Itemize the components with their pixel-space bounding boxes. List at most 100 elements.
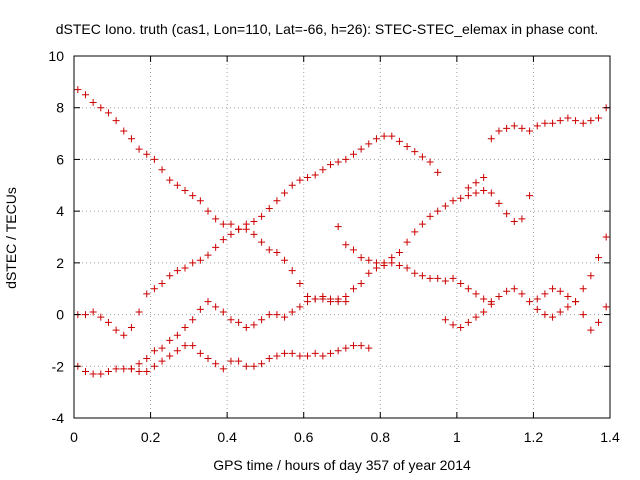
data-point: [357, 342, 365, 350]
data-point: [579, 119, 587, 127]
data-point: [281, 256, 289, 264]
series-5: [334, 104, 610, 267]
data-point: [395, 261, 403, 269]
data-point: [97, 104, 105, 112]
data-point: [235, 318, 243, 326]
data-point: [518, 215, 526, 223]
x-tick-label: 0: [70, 429, 78, 445]
data-point: [595, 254, 603, 262]
data-point: [556, 287, 564, 295]
data-point: [503, 287, 511, 295]
y-tick-label: -2: [52, 358, 65, 374]
data-point: [120, 331, 128, 339]
data-point: [334, 223, 342, 231]
data-point: [196, 197, 204, 205]
data-point: [158, 280, 166, 288]
x-tick-label: 1: [453, 429, 461, 445]
data-point: [327, 349, 335, 357]
data-point: [357, 145, 365, 153]
data-point: [212, 303, 220, 311]
data-point: [158, 357, 166, 365]
data-point: [219, 220, 227, 228]
data-point: [349, 285, 357, 293]
data-point: [365, 344, 373, 352]
data-point: [250, 217, 258, 225]
data-point: [503, 124, 511, 132]
data-point: [480, 295, 488, 303]
data-point: [441, 202, 449, 210]
x-tick-label: 1.2: [524, 429, 544, 445]
data-point: [150, 155, 158, 163]
data-point: [196, 256, 204, 264]
data-point: [288, 267, 296, 275]
data-point: [602, 303, 610, 311]
data-point: [104, 318, 112, 326]
data-point: [166, 272, 174, 280]
data-point: [166, 352, 174, 360]
data-point: [472, 189, 480, 197]
data-point: [196, 305, 204, 313]
data-point: [327, 295, 335, 303]
data-point: [135, 145, 143, 153]
x-tick-label: 0.8: [371, 429, 391, 445]
data-point: [319, 166, 327, 174]
data-point: [549, 285, 557, 293]
data-point: [104, 109, 112, 117]
data-point: [250, 230, 258, 238]
data-point: [273, 249, 281, 257]
series-4: [127, 292, 350, 373]
data-point: [89, 99, 97, 107]
data-point: [189, 192, 197, 200]
data-point: [564, 292, 572, 300]
data-point: [158, 166, 166, 174]
data-point: [464, 192, 472, 200]
data-point: [395, 137, 403, 145]
data-point: [158, 344, 166, 352]
data-point: [288, 181, 296, 189]
data-point: [219, 365, 227, 373]
data-point: [273, 311, 281, 319]
data-point: [426, 212, 434, 220]
data-point: [480, 174, 488, 182]
data-point: [281, 313, 289, 321]
data-point: [564, 114, 572, 122]
data-points: [74, 86, 610, 378]
data-point: [173, 181, 181, 189]
data-point: [288, 308, 296, 316]
data-point: [319, 292, 327, 300]
data-point: [296, 176, 304, 184]
data-point: [487, 135, 495, 143]
data-point: [120, 365, 128, 373]
data-point: [296, 352, 304, 360]
data-point: [587, 326, 595, 334]
data-point: [311, 349, 319, 357]
data-point: [112, 326, 120, 334]
data-point: [235, 225, 243, 233]
data-point: [97, 370, 105, 378]
data-point: [342, 155, 350, 163]
data-point: [311, 171, 319, 179]
grid: [74, 56, 610, 418]
y-tick-label: 2: [56, 255, 64, 271]
data-point: [541, 311, 549, 319]
data-point: [311, 295, 319, 303]
data-point: [304, 298, 312, 306]
data-point: [564, 303, 572, 311]
series-6: [441, 233, 610, 331]
data-point: [549, 313, 557, 321]
data-point: [572, 298, 580, 306]
y-tick-label: 0: [56, 307, 64, 323]
data-point: [395, 249, 403, 257]
data-point: [235, 357, 243, 365]
data-point: [219, 236, 227, 244]
data-point: [579, 285, 587, 293]
data-point: [173, 347, 181, 355]
data-point: [89, 370, 97, 378]
data-point: [472, 290, 480, 298]
data-point: [135, 367, 143, 375]
data-point: [411, 148, 419, 156]
data-point: [388, 132, 396, 140]
data-point: [464, 318, 472, 326]
data-point: [281, 189, 289, 197]
data-point: [411, 269, 419, 277]
